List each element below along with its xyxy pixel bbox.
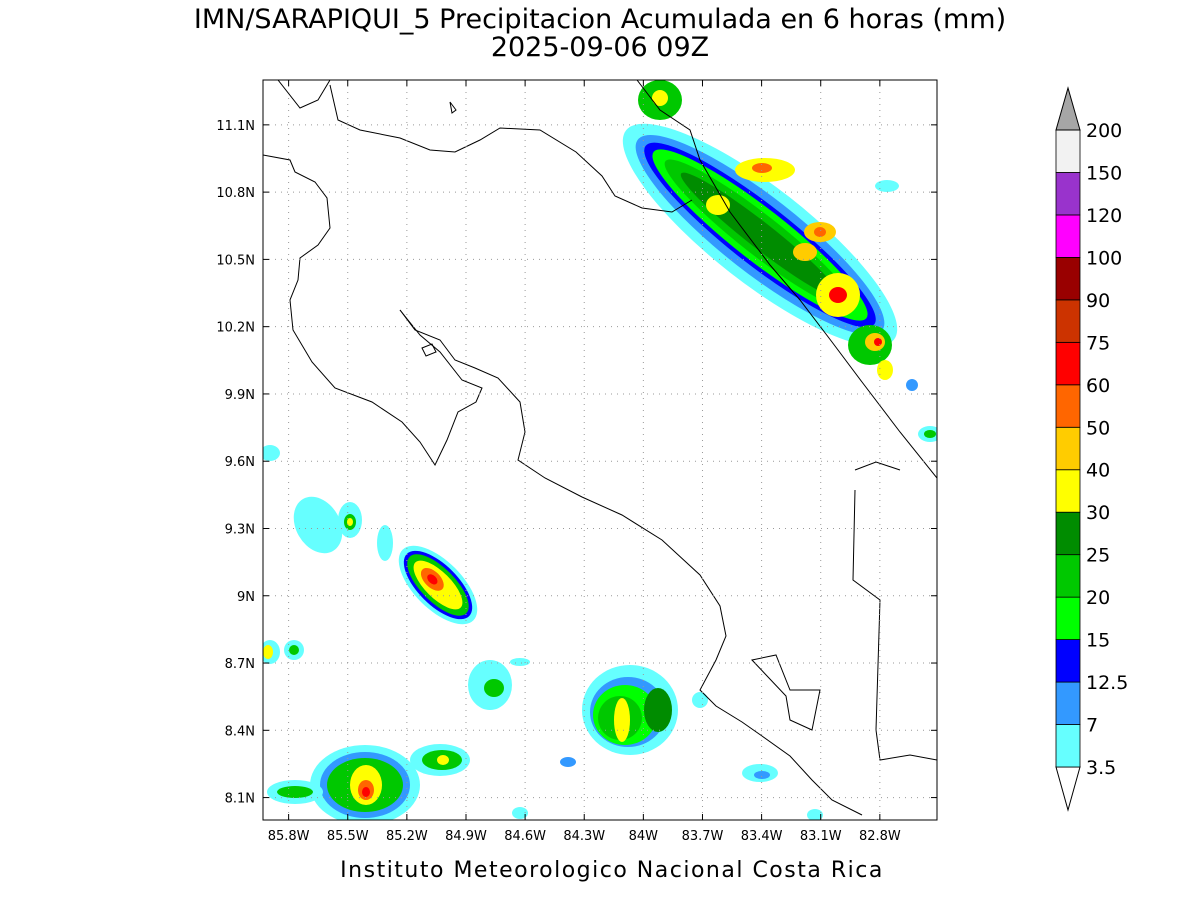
colorbar-label: 60 [1086,375,1110,397]
x-tick-label: 83.4W [741,829,783,844]
colorbar-box [1055,341,1081,386]
y-tick-label: 8.7N [225,657,255,672]
colorbar-box [1055,172,1081,216]
map-title: IMN/SARAPIQUI_5 Precipitacion Acumulada … [194,4,1006,35]
y-tick-label: 10.8N [216,186,255,201]
precipitation-fields [263,80,937,820]
y-tick-label: 9.3N [225,522,255,537]
x-tick-label: 85.8W [268,829,310,844]
colorbar-box [1055,299,1081,343]
colorbar-box [1055,681,1081,725]
colorbar-label: 50 [1086,417,1110,439]
colorbar-label: 7 [1086,715,1098,737]
colorbar-box [1055,256,1081,301]
colorbar-label: 20 [1086,587,1110,609]
axes: 85.8W 85.5W 85.2W 84.9W 84.6W 84.3W 84W 83.7W 83… [216,80,937,844]
colorbar-label: 120 [1086,205,1122,227]
colorbar-label: 100 [1086,247,1122,269]
colorbar-label: 25 [1086,545,1110,567]
x-tick-label: 83.7W [682,829,724,844]
colorbar: 3.5 7 12.5 15 20 25 30 40 50 60 75 90 100 120 150 200 [1055,86,1128,812]
colorbar-box [1055,214,1081,258]
x-tick-label: 85.5W [327,829,369,844]
rain-cell [267,744,470,820]
colorbar-end [1055,86,1081,131]
colorbar-label: 150 [1086,162,1122,184]
colorbar-label: 40 [1086,460,1110,482]
rain-cells [263,180,937,820]
map-frame [262,79,938,821]
map-subtitle: 2025-09-06 09Z [491,32,709,63]
colorbar-label: 90 [1086,290,1110,312]
colorbar-label: 75 [1086,332,1110,354]
x-tick-label: 84.6W [504,829,546,844]
colorbar-box [1055,469,1081,513]
y-tick-label: 8.4N [225,724,255,739]
coastlines [263,80,937,816]
y-tick-label: 9.6N [225,455,255,470]
colorbar-box [1055,724,1081,768]
y-tick-label: 9N [237,590,255,605]
colorbar-end [1055,766,1081,812]
y-tick-label: 9.9N [225,388,255,403]
map-footer: Instituto Meteorologico Nacional Costa R… [340,858,884,883]
colorbar-box [1055,554,1081,598]
rain-cores [638,80,893,380]
rain-cell [582,665,678,755]
y-tick-label: 10.2N [216,321,255,336]
colorbar-box [1055,384,1081,428]
x-tick-label: 84.9W [445,829,487,844]
map-area [263,80,937,820]
colorbar-box [1055,129,1081,173]
colorbar-label: 30 [1086,502,1110,524]
colorbar-label: 3.5 [1086,757,1116,779]
y-tick-label: 10.5N [216,253,255,268]
colorbar-label: 200 [1086,120,1122,142]
colorbar-box [1055,639,1081,683]
x-tick-label: 83.1W [800,829,842,844]
colorbar-box [1055,426,1081,471]
x-tick-label: 82.8W [859,829,901,844]
colorbar-box [1055,511,1081,556]
y-tick-label: 11.1N [216,119,255,134]
colorbar-label: 15 [1086,630,1110,652]
grid [263,80,937,820]
rain-cell [398,545,478,625]
y-tick-label: 8.1N [225,792,255,807]
x-tick-label: 84W [629,829,659,844]
x-tick-label: 84.3W [563,829,605,844]
colorbar-label: 12.5 [1086,672,1128,694]
colorbar-box [1055,596,1081,641]
x-tick-label: 85.2W [386,829,428,844]
